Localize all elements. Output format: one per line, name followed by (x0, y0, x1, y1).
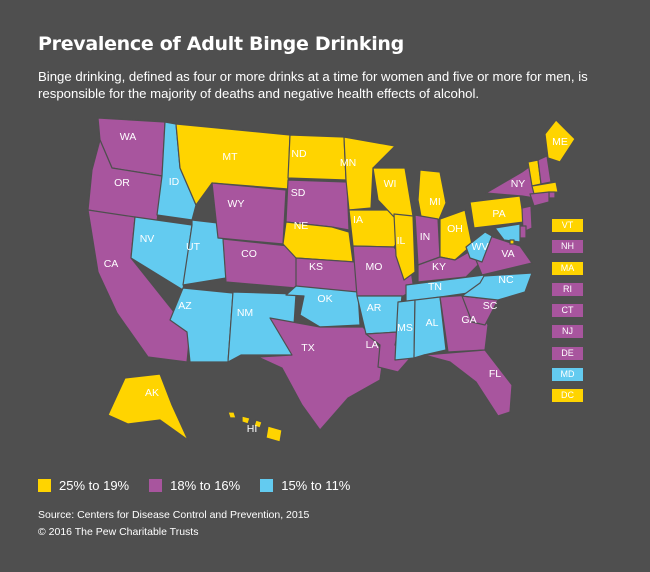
state-il (393, 213, 416, 281)
small-state-nh: NH (552, 240, 583, 254)
state-label-or: OR (114, 177, 130, 189)
legend-item-high: 25% to 19% (38, 478, 129, 493)
state-label-nd: ND (291, 148, 307, 160)
legend: 25% to 19% 18% to 16% 15% to 11% (38, 478, 370, 493)
state-label-ky: KY (432, 261, 446, 273)
legend-swatch-high (38, 479, 51, 492)
state-label-ne: NE (294, 220, 309, 232)
state-label-ar: AR (367, 302, 382, 314)
legend-label-high: 25% to 19% (59, 478, 130, 493)
state-label-az: AZ (178, 300, 192, 312)
state-label-ia: IA (353, 214, 363, 226)
state-nc (461, 272, 533, 301)
state-label-mo: MO (366, 261, 383, 273)
state-tx (257, 317, 385, 431)
state-label-nm: NM (237, 307, 253, 319)
state-label-ca: CA (104, 258, 119, 270)
state-al (413, 296, 447, 359)
copyright-note: © 2016 The Pew Charitable Trusts (38, 526, 199, 538)
state-label-fl: FL (489, 368, 501, 380)
state-label-ok: OK (317, 293, 332, 305)
state-label-me: ME (552, 136, 568, 148)
state-label-sc: SC (483, 300, 498, 312)
state-ct (529, 191, 550, 207)
state-ak (107, 373, 189, 441)
state-label-ms: MS (397, 322, 413, 334)
state-label-id: ID (169, 176, 180, 188)
source-note: Source: Centers for Disease Control and … (38, 509, 310, 521)
state-label-mi: MI (429, 196, 441, 208)
state-nh (537, 155, 552, 185)
small-state-ct: CT (552, 304, 583, 318)
state-de (519, 225, 527, 239)
legend-label-low: 15% to 11% (281, 478, 351, 493)
state-ma (531, 181, 559, 195)
legend-swatch-mid (149, 479, 163, 492)
small-state-nj: NJ (552, 325, 583, 339)
legend-swatch-low (260, 479, 274, 492)
state-label-in: IN (420, 231, 431, 243)
small-state-ma: MA (552, 261, 583, 275)
state-mn (343, 136, 396, 211)
state-label-ga: GA (461, 314, 476, 326)
state-label-ks: KS (309, 261, 323, 273)
state-sd (285, 179, 350, 231)
state-label-il: IL (397, 235, 406, 247)
small-state-vt: VT (552, 219, 583, 232)
state-label-al: AL (426, 317, 439, 329)
small-states-list: VT NH MA RI CT NJ DE MD DC (552, 219, 583, 411)
state-label-hi: HI (247, 423, 258, 435)
state-nm (227, 291, 297, 363)
state-label-pa: PA (492, 208, 505, 220)
state-label-nv: NV (140, 233, 155, 245)
state-me (544, 119, 576, 163)
state-label-wv: WV (472, 241, 489, 253)
state-label-ny: NY (511, 178, 526, 190)
state-wy (211, 182, 287, 245)
map-title: Prevalence of Adult Binge Drinking (38, 33, 404, 55)
small-state-dc: DC (552, 389, 583, 403)
state-fl (423, 349, 513, 417)
state-label-sd: SD (291, 187, 306, 199)
state-wv (465, 231, 493, 263)
legend-item-mid: 18% to 16% (149, 478, 240, 493)
small-state-de: DE (552, 346, 583, 360)
state-hi (227, 411, 283, 443)
map-subtitle: Binge drinking, defined as four or more … (38, 69, 588, 101)
legend-label-mid: 18% to 16% (170, 478, 241, 493)
state-label-wi: WI (384, 178, 397, 190)
state-label-ak: AK (145, 387, 159, 399)
small-state-ri: RI (552, 282, 583, 296)
state-label-ut: UT (186, 241, 201, 253)
state-label-tn: TN (428, 281, 442, 293)
state-label-tx: TX (301, 342, 314, 354)
state-label-co: CO (241, 248, 257, 260)
state-oh (439, 209, 473, 261)
state-label-oh: OH (447, 223, 463, 235)
state-label-nc: NC (498, 274, 514, 286)
state-ms (394, 299, 416, 361)
state-dc (509, 239, 515, 245)
state-label-wa: WA (120, 131, 137, 143)
state-label-mt: MT (222, 151, 238, 163)
state-label-la: LA (366, 339, 379, 351)
state-label-wy: WY (228, 198, 245, 210)
state-label-mn: MN (340, 157, 356, 169)
state-ri (548, 191, 556, 199)
state-label-va: VA (501, 248, 514, 260)
small-state-md: MD (552, 368, 583, 382)
state-md (494, 223, 521, 243)
legend-item-low: 15% to 11% (260, 478, 350, 493)
